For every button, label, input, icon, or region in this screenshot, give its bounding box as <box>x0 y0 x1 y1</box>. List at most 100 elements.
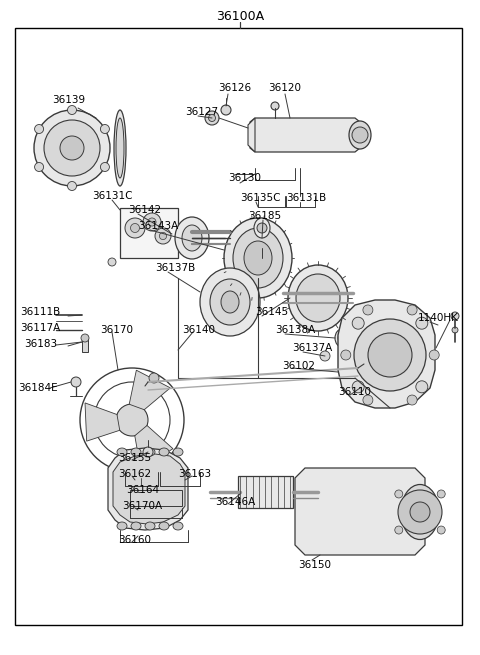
Text: 36110: 36110 <box>338 387 371 397</box>
Circle shape <box>68 105 76 115</box>
Circle shape <box>221 105 231 115</box>
Ellipse shape <box>159 522 169 530</box>
Ellipse shape <box>173 448 183 456</box>
Circle shape <box>100 162 109 172</box>
Text: 36131C: 36131C <box>92 191 132 201</box>
Circle shape <box>148 218 156 226</box>
Circle shape <box>437 490 445 498</box>
Ellipse shape <box>117 448 127 456</box>
Circle shape <box>352 381 364 393</box>
Text: 36117A: 36117A <box>20 323 60 333</box>
Ellipse shape <box>221 291 239 313</box>
Circle shape <box>452 327 458 333</box>
Circle shape <box>451 312 459 320</box>
Circle shape <box>205 111 219 125</box>
Ellipse shape <box>254 218 270 238</box>
Circle shape <box>407 395 417 405</box>
Text: 36111B: 36111B <box>20 307 60 317</box>
Ellipse shape <box>173 522 183 530</box>
Polygon shape <box>250 118 360 152</box>
Ellipse shape <box>296 274 340 322</box>
Circle shape <box>395 526 403 534</box>
Circle shape <box>143 447 153 457</box>
Polygon shape <box>108 448 188 530</box>
Circle shape <box>159 233 167 240</box>
Ellipse shape <box>182 225 202 251</box>
Text: 36150: 36150 <box>298 560 331 570</box>
Ellipse shape <box>338 333 346 343</box>
Circle shape <box>131 223 140 233</box>
Ellipse shape <box>200 268 260 336</box>
Circle shape <box>398 490 442 534</box>
Text: 36137A: 36137A <box>292 343 332 353</box>
Bar <box>82 338 88 352</box>
Text: 36143A: 36143A <box>138 221 178 231</box>
Ellipse shape <box>117 522 127 530</box>
Ellipse shape <box>244 241 272 275</box>
Polygon shape <box>129 370 170 410</box>
Text: 36126: 36126 <box>218 83 251 93</box>
Circle shape <box>416 317 428 329</box>
Text: 36164: 36164 <box>126 485 159 495</box>
Circle shape <box>68 181 76 191</box>
Circle shape <box>60 136 84 160</box>
Circle shape <box>368 333 412 377</box>
Text: 36137B: 36137B <box>155 263 195 273</box>
Circle shape <box>143 213 161 231</box>
Circle shape <box>257 223 267 233</box>
Text: 36162: 36162 <box>118 469 151 479</box>
Circle shape <box>81 334 89 342</box>
Text: 36155: 36155 <box>118 453 151 463</box>
Circle shape <box>108 258 116 266</box>
Ellipse shape <box>233 228 283 288</box>
Ellipse shape <box>335 329 349 347</box>
Text: 36138A: 36138A <box>275 325 315 335</box>
Circle shape <box>35 162 44 172</box>
Text: 1140HK: 1140HK <box>418 313 459 323</box>
Ellipse shape <box>131 522 141 530</box>
Polygon shape <box>248 118 255 152</box>
Ellipse shape <box>145 448 155 456</box>
Text: 36127: 36127 <box>185 107 218 117</box>
Text: 36139: 36139 <box>52 95 85 105</box>
Ellipse shape <box>224 218 292 298</box>
Bar <box>238 476 293 508</box>
Circle shape <box>71 377 81 387</box>
Circle shape <box>320 351 330 361</box>
Ellipse shape <box>116 118 124 178</box>
Circle shape <box>44 120 100 176</box>
Text: 36100A: 36100A <box>216 10 264 22</box>
Circle shape <box>352 127 368 143</box>
Text: 36102: 36102 <box>282 361 315 371</box>
Bar <box>120 208 178 258</box>
Circle shape <box>149 373 159 383</box>
Circle shape <box>354 319 426 391</box>
Polygon shape <box>295 468 425 555</box>
Text: 36130: 36130 <box>228 173 261 183</box>
Ellipse shape <box>288 265 348 331</box>
Ellipse shape <box>114 110 126 186</box>
Text: 36146A: 36146A <box>215 497 255 507</box>
Text: 36145: 36145 <box>255 307 288 317</box>
Text: 36184E: 36184E <box>18 383 58 393</box>
Ellipse shape <box>159 448 169 456</box>
Ellipse shape <box>349 121 371 149</box>
Ellipse shape <box>175 217 209 259</box>
Circle shape <box>437 526 445 534</box>
Ellipse shape <box>401 485 439 540</box>
Bar <box>130 490 182 506</box>
Ellipse shape <box>145 522 155 530</box>
Circle shape <box>416 381 428 393</box>
Polygon shape <box>85 403 120 441</box>
Text: 36160: 36160 <box>118 535 151 545</box>
Text: 36185: 36185 <box>248 211 281 221</box>
Circle shape <box>100 124 109 134</box>
Circle shape <box>208 115 216 121</box>
Text: 36142: 36142 <box>128 205 161 215</box>
Text: 36140: 36140 <box>182 325 215 335</box>
Circle shape <box>34 110 110 186</box>
Text: 36120: 36120 <box>268 83 301 93</box>
Circle shape <box>116 404 148 436</box>
Text: 36183: 36183 <box>24 339 57 349</box>
Text: 36135C: 36135C <box>240 193 280 203</box>
